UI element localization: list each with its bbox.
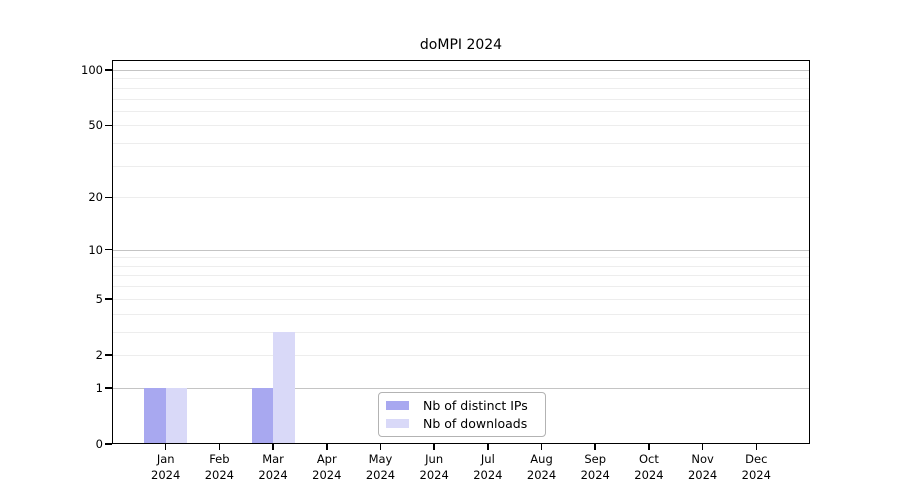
- legend: Nb of distinct IPs Nb of downloads: [378, 392, 546, 437]
- bar-downloads: [273, 331, 295, 444]
- x-axis-tick-label: May 2024: [365, 452, 396, 482]
- x-axis-tick-label: Apr 2024: [312, 452, 342, 482]
- y-axis-tick-mark: [105, 196, 112, 199]
- x-axis-tick-label: Sep 2024: [580, 452, 610, 482]
- gridline-minor: [112, 87, 810, 89]
- gridline-minor: [112, 257, 810, 259]
- legend-entry-downloads: Nb of downloads: [386, 415, 545, 431]
- y-axis-tick-mark: [105, 124, 112, 127]
- gridline-minor: [112, 78, 810, 80]
- x-axis-tick-mark: [326, 444, 328, 450]
- x-axis-tick-label: Feb 2024: [204, 452, 235, 482]
- legend-label-downloads: Nb of downloads: [423, 415, 528, 431]
- gridline-minor: [112, 110, 810, 112]
- y-axis-tick-mark: [105, 248, 112, 251]
- x-axis-tick-mark: [272, 444, 274, 450]
- x-axis-tick-label: Jan 2024: [151, 452, 181, 482]
- x-axis-tick-label: Nov 2024: [687, 452, 718, 482]
- y-axis-tick-mark: [105, 443, 112, 445]
- x-axis-tick-label: Jul 2024: [473, 452, 503, 482]
- x-axis-tick-mark: [164, 444, 167, 450]
- bar-distinct-ips: [144, 387, 166, 444]
- y-axis-tick-label: 5: [95, 291, 103, 306]
- gridline-major: [112, 69, 810, 72]
- x-axis-tick-mark: [701, 444, 704, 450]
- x-axis-tick-mark: [218, 444, 221, 450]
- gridline-minor: [112, 313, 810, 315]
- y-axis-tick-mark: [105, 387, 112, 389]
- gridline-minor: [112, 331, 810, 333]
- gridline-minor: [112, 98, 810, 100]
- bar-distinct-ips: [251, 387, 274, 444]
- legend-swatch-downloads: [386, 419, 409, 428]
- x-axis-tick-label: Dec 2024: [741, 452, 771, 482]
- y-axis-tick-label: 2: [95, 347, 103, 362]
- x-axis-tick-label: Aug 2024: [526, 452, 557, 482]
- x-axis-tick-label: Jun 2024: [419, 452, 449, 482]
- gridline-major: [112, 249, 810, 251]
- y-axis-tick-label: 50: [88, 118, 103, 133]
- x-axis-tick-label: Mar 2024: [258, 452, 288, 482]
- chart-title: doMPI 2024: [419, 37, 503, 53]
- x-axis-tick-mark: [540, 444, 543, 450]
- y-axis-tick-label: 20: [88, 190, 103, 205]
- bar-downloads: [165, 387, 188, 444]
- gridline-minor: [112, 125, 810, 127]
- y-axis-tick-label: 1: [95, 380, 103, 395]
- x-axis-tick-mark: [379, 444, 382, 450]
- y-axis-tick-label: 100: [81, 63, 103, 77]
- y-axis-tick-mark: [105, 298, 112, 300]
- y-axis-tick-label: 0: [95, 437, 103, 451]
- legend-swatch-distinct-ips: [386, 401, 409, 410]
- x-axis-tick-label: Oct 2024: [634, 452, 664, 482]
- gridline-minor: [112, 265, 810, 267]
- legend-label-distinct-ips: Nb of distinct IPs: [423, 397, 528, 413]
- x-axis-tick-mark: [487, 444, 489, 450]
- gridline-minor: [112, 165, 810, 167]
- y-axis-tick-mark: [105, 354, 112, 356]
- gridline-minor: [112, 298, 810, 300]
- legend-entry-distinct-ips: Nb of distinct IPs: [386, 397, 545, 413]
- gridline-minor: [112, 197, 810, 199]
- gridline-minor: [112, 275, 810, 277]
- x-axis-tick-mark: [594, 444, 596, 450]
- y-axis-tick-mark: [105, 69, 112, 71]
- gridline-minor: [112, 143, 810, 145]
- gridline-minor: [112, 354, 810, 356]
- y-axis-tick-label: 10: [88, 242, 103, 257]
- x-axis-tick-mark: [648, 444, 650, 450]
- x-axis-tick-mark: [755, 444, 758, 450]
- gridline-major: [112, 387, 810, 389]
- x-axis-tick-mark: [433, 444, 435, 450]
- plot-area-border: [112, 60, 810, 444]
- gridline-minor: [112, 286, 810, 288]
